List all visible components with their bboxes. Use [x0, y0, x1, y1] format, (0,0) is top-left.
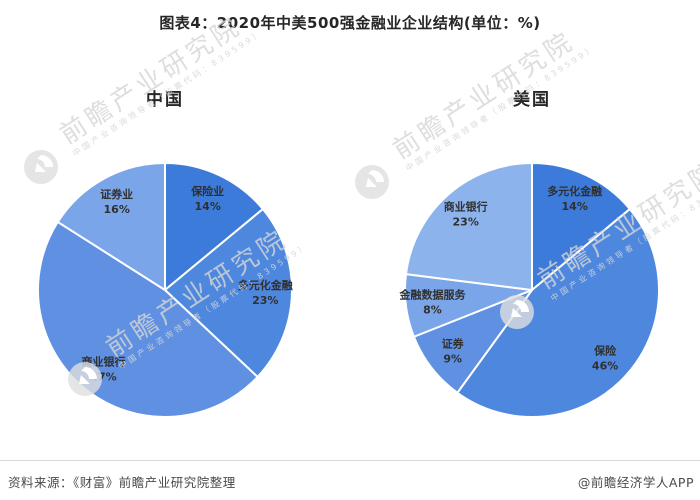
china-pie-panel: 中国 保险业 14% 多元化金融 23% 商业银行 47% 证券业 16%	[25, 85, 305, 435]
pie-slice	[164, 162, 264, 291]
pie-slice	[56, 162, 166, 291]
pie-slice-label: 多元化金融 23%	[238, 278, 293, 307]
credit-text: @前瞻经济学人APP	[577, 475, 694, 490]
pie-slice-label: 证券业 16%	[100, 187, 133, 216]
pie-slice-label: 商业银行 23%	[444, 200, 488, 229]
pie-slice-label: 保险业 14%	[190, 184, 224, 213]
watermark-logo-icon	[355, 165, 389, 199]
pie-slice-label: 证券 9%	[442, 337, 465, 366]
pie-slice	[164, 208, 293, 378]
usa-pie-title: 美国	[513, 90, 551, 110]
pie-slice	[531, 162, 631, 291]
usa-pie-panel: 美国 多元化金融 14% 保险 46% 证券 9% 金融数据服务 8% 商业银行 23%	[392, 85, 672, 435]
usa-pie-chart: 多元化金融 14% 保险 46% 证券 9% 金融数据服务 8% 商业银行 23%	[399, 162, 660, 418]
pie-slice-label: 多元化金融 14%	[547, 184, 602, 213]
china-pie-chart: 保险业 14%多元化金融 23%商业银行 47%证券业 16%	[37, 162, 293, 419]
pie-slice	[456, 208, 660, 418]
footer: 资料来源：《财富》前瞻产业研究院整理 @前瞻经济学人APP	[0, 460, 700, 499]
china-pie-title: 中国	[146, 90, 184, 110]
pie-slice	[405, 162, 533, 291]
pie-slice-label: 保险 46%	[592, 344, 618, 373]
chart-title: 图表4：2020年中美500强金融业企业结构(单位：%)	[159, 14, 541, 32]
source-text: 资料来源：《财富》前瞻产业研究院整理	[8, 475, 236, 490]
pie-slice-label: 金融数据服务 8%	[399, 288, 467, 317]
